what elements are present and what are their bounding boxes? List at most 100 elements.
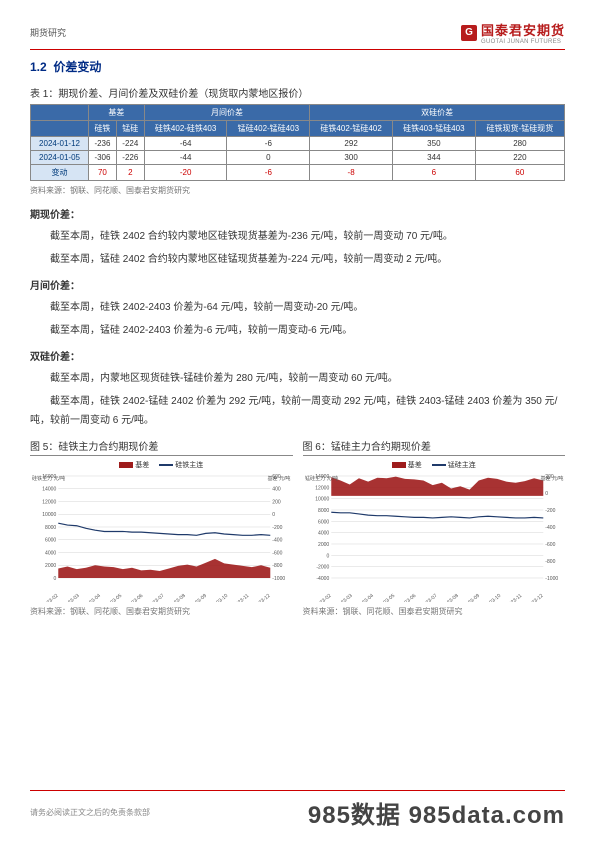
svg-text:-1000: -1000 — [272, 576, 285, 582]
svg-text:4000: 4000 — [318, 531, 329, 537]
svg-text:-4000: -4000 — [316, 576, 329, 582]
value-cell: -306 — [89, 151, 117, 165]
svg-text:2023-02: 2023-02 — [314, 593, 332, 602]
svg-text:6000: 6000 — [45, 538, 56, 544]
page-header: 期货研究 G 国泰君安期货 GUOTAI JUNAN FUTURES — [30, 20, 565, 50]
svg-text:2023-02: 2023-02 — [42, 593, 60, 602]
chart-left-legend: 基差 硅铁主连 — [30, 460, 293, 470]
logo-icon: G — [461, 25, 477, 41]
th-mnsi: 锰硅 — [116, 121, 144, 137]
legend-item: 锰硅主连 — [432, 460, 476, 470]
table-group-row: 基差 月间价差 双硅价差 — [31, 105, 565, 121]
svg-text:2023-11: 2023-11 — [505, 593, 523, 602]
svg-text:0: 0 — [545, 491, 548, 497]
subhead-month: 月间价差： — [30, 277, 565, 292]
footer-disclaimer: 请务必阅读正文之后的免责条款部 — [30, 807, 150, 818]
svg-text:2023-09: 2023-09 — [190, 593, 208, 602]
legend-label: 锰硅主连 — [448, 460, 476, 470]
svg-text:12000: 12000 — [42, 500, 56, 506]
table-row: 2024-01-05-306-226-440300344220 — [31, 151, 565, 165]
svg-text:2023-12: 2023-12 — [526, 593, 544, 602]
svg-text:2023-10: 2023-10 — [484, 593, 502, 602]
chart-right-title: 图 6：锰硅主力合约期现价差 — [303, 438, 566, 456]
svg-text:2023-07: 2023-07 — [148, 593, 166, 602]
logo-block: G 国泰君安期货 GUOTAI JUNAN FUTURES — [461, 20, 565, 45]
para-month-2: 截至本周，锰硅 2402-2403 价差为-6 元/吨，较前一周变动-6 元/吨… — [30, 321, 565, 340]
change-value-cell: 2 — [116, 165, 144, 181]
para-basis-2: 截至本周，锰硅 2402 合约较内蒙地区硅锰现货基差为-224 元/吨，较前一周… — [30, 250, 565, 269]
svg-text:硅铁主力 元/吨: 硅铁主力 元/吨 — [32, 475, 65, 482]
section-name: 价差变动 — [53, 60, 101, 74]
value-cell: -236 — [89, 137, 117, 151]
chart-right-source: 资料来源：钢联、同花顺、国泰君安期货研究 — [303, 606, 566, 617]
svg-text:200: 200 — [272, 500, 281, 506]
para-basis-1: 截至本周，硅铁 2402 合约较内蒙地区硅铁现货基差为-236 元/吨，较前一周… — [30, 227, 565, 246]
svg-text:基差 元/吨: 基差 元/吨 — [540, 475, 563, 482]
svg-text:2023-03: 2023-03 — [63, 593, 81, 602]
logo-text: 国泰君安期货 — [481, 20, 565, 39]
svg-text:0: 0 — [272, 512, 275, 518]
value-cell: 344 — [392, 151, 475, 165]
th-mn-spread: 锰硅402-锰硅403 — [227, 121, 310, 137]
value-cell: -224 — [116, 137, 144, 151]
svg-text:2023-08: 2023-08 — [441, 593, 459, 602]
svg-text:2023-07: 2023-07 — [420, 593, 438, 602]
para-dual-1: 截至本周，内蒙地区现货硅铁-锰硅价差为 280 元/吨，较前一周变动 60 元/… — [30, 369, 565, 388]
th-dual2: 硅铁403-锰硅403 — [392, 121, 475, 137]
value-cell: 220 — [475, 151, 564, 165]
legend-label: 基差 — [135, 460, 149, 470]
chart-left-area: 0200040006000800010000120001400016000-10… — [30, 472, 293, 602]
svg-text:2023-09: 2023-09 — [462, 593, 480, 602]
svg-text:基差 元/吨: 基差 元/吨 — [268, 475, 291, 482]
svg-text:2023-08: 2023-08 — [169, 593, 187, 602]
chart-left-col: 图 5：硅铁主力合约期现价差 基差 硅铁主连 02000400060008000… — [30, 438, 293, 627]
th-sife: 硅铁 — [89, 121, 117, 137]
subhead-basis: 期现价差： — [30, 206, 565, 221]
svg-text:2023-12: 2023-12 — [254, 593, 272, 602]
value-cell: 0 — [227, 151, 310, 165]
svg-text:-400: -400 — [272, 538, 282, 544]
svg-text:10000: 10000 — [42, 512, 56, 518]
change-value-cell: 60 — [475, 165, 564, 181]
date-cell: 2024-01-05 — [31, 151, 89, 165]
value-cell: -226 — [116, 151, 144, 165]
value-cell: -44 — [144, 151, 227, 165]
chart-row: 图 5：硅铁主力合约期现价差 基差 硅铁主连 02000400060008000… — [30, 438, 565, 627]
chart-right-area: -4000-2000020004000600080001000012000140… — [303, 472, 566, 602]
svg-text:-2000: -2000 — [316, 565, 329, 571]
change-label-cell: 变动 — [31, 165, 89, 181]
legend-swatch-line — [159, 464, 173, 466]
svg-text:2023-04: 2023-04 — [84, 593, 102, 602]
change-value-cell: -20 — [144, 165, 227, 181]
table-change-row: 变动702-20-6-8660 — [31, 165, 565, 181]
chart-right-col: 图 6：锰硅主力合约期现价差 基差 锰硅主连 -4000 -2000 0 2000 40… — [303, 438, 566, 627]
svg-text:6000: 6000 — [318, 519, 329, 525]
svg-text:4000: 4000 — [45, 551, 56, 557]
svg-text:-1000: -1000 — [545, 576, 558, 582]
svg-text:0: 0 — [326, 553, 329, 559]
table-caption: 表 1：期现价差、月间价差及双硅价差（现货取内蒙地区报价） — [30, 85, 565, 100]
change-value-cell: -6 — [227, 165, 310, 181]
section-number: 1.2 — [30, 60, 47, 74]
legend-item: 硅铁主连 — [159, 460, 203, 470]
page-footer: 请务必阅读正文之后的免责条款部 985数据 985data.com — [30, 790, 565, 830]
date-cell: 2024-01-12 — [31, 137, 89, 151]
svg-text:锰硅主力 元/吨: 锰硅主力 元/吨 — [305, 475, 338, 482]
svg-text:-200: -200 — [272, 525, 282, 531]
change-value-cell: 70 — [89, 165, 117, 181]
legend-label: 基差 — [408, 460, 422, 470]
value-cell: -6 — [227, 137, 310, 151]
legend-label: 硅铁主连 — [175, 460, 203, 470]
svg-text:-800: -800 — [545, 559, 555, 565]
value-cell: 300 — [310, 151, 393, 165]
svg-text:8000: 8000 — [318, 508, 329, 514]
table-row: 2024-01-12-236-224-64-6292350280 — [31, 137, 565, 151]
spread-table: 基差 月间价差 双硅价差 硅铁 锰硅 硅铁402-硅铁403 锰硅402-锰硅4… — [30, 104, 565, 181]
svg-text:2023-05: 2023-05 — [105, 593, 123, 602]
svg-text:-600: -600 — [272, 551, 282, 557]
svg-text:2000: 2000 — [318, 542, 329, 548]
svg-text:2023-11: 2023-11 — [233, 593, 251, 602]
svg-text:-800: -800 — [272, 563, 282, 569]
chart-right-legend: 基差 锰硅主连 — [303, 460, 566, 470]
value-cell: 350 — [392, 137, 475, 151]
